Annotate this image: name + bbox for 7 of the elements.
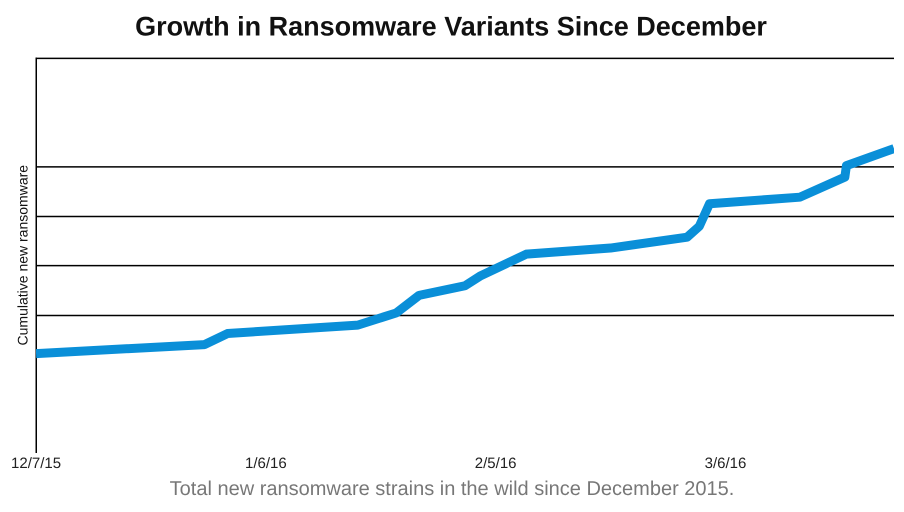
x-tick-label: 3/6/16: [704, 455, 746, 472]
x-tick-label: 2/5/16: [474, 455, 517, 472]
chart-title: Growth in Ransomware Variants Since December: [135, 12, 768, 42]
text: Total new ransomware strains in the wild since December 2015.: [168, 478, 736, 501]
y-axis-title: Cumulative new ransomware: [14, 164, 30, 346]
x-tick-label: 1/6/16: [244, 455, 287, 472]
x-tick-label: 12/7/15: [11, 455, 62, 472]
